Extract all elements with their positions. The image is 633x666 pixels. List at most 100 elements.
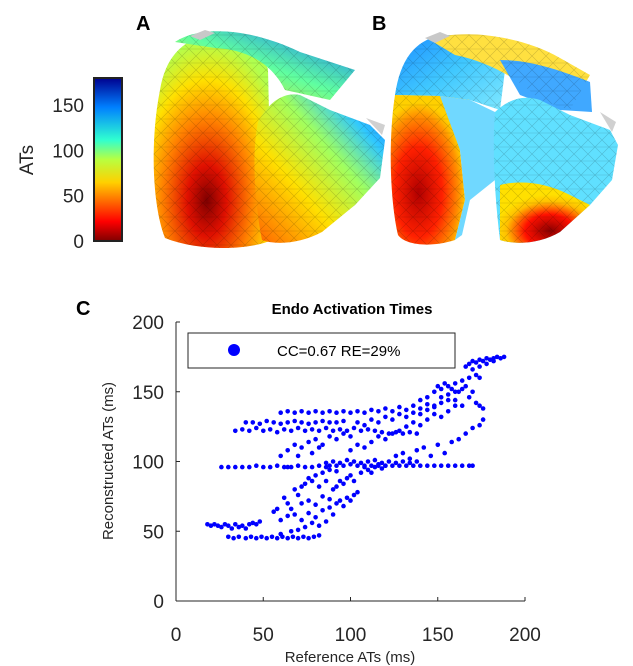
data-point [320, 418, 325, 424]
data-point [425, 402, 430, 407]
data-point [320, 470, 325, 476]
data-point [330, 487, 336, 492]
data-point [438, 386, 444, 392]
data-point [404, 424, 409, 429]
data-point [316, 428, 322, 434]
data-point [344, 495, 350, 501]
data-point [299, 420, 304, 425]
data-point [435, 383, 441, 389]
data-point [348, 462, 353, 467]
data-point [341, 481, 346, 487]
data-point [390, 409, 395, 414]
data-point [306, 421, 311, 427]
data-point [236, 534, 242, 540]
data-point [383, 414, 388, 420]
data-point [226, 534, 231, 540]
data-point [452, 389, 458, 395]
data-point [313, 420, 318, 425]
data-point [323, 425, 329, 431]
data-point [247, 428, 252, 434]
data-point [309, 520, 315, 526]
data-point [316, 463, 322, 469]
data-point [477, 364, 482, 369]
x-tick-label: 100 [335, 625, 367, 646]
data-point [404, 414, 409, 420]
data-point [240, 523, 245, 528]
data-point [470, 358, 475, 364]
data-point [344, 475, 350, 481]
data-point [386, 431, 392, 436]
data-point [313, 409, 318, 414]
data-point [334, 436, 339, 442]
data-point [334, 484, 339, 489]
data-point [281, 495, 287, 501]
data-point [337, 427, 343, 432]
data-point [313, 502, 318, 508]
data-point [316, 523, 322, 528]
colorbar-gradient [93, 77, 123, 242]
data-point [320, 508, 325, 513]
colorbar-tick-label: 50 [63, 187, 84, 208]
data-point [344, 457, 350, 463]
data-point [445, 383, 451, 389]
data-point [397, 463, 402, 469]
data-point [355, 489, 360, 495]
chart-title: Endo Activation Times [272, 301, 433, 318]
data-point [397, 428, 402, 434]
data-point [484, 361, 489, 367]
data-point [418, 406, 423, 411]
data-point [330, 459, 336, 464]
data-point [425, 395, 430, 400]
colorbar-title: ATs [17, 145, 38, 175]
data-point [309, 464, 315, 470]
data-point [278, 453, 284, 459]
data-point [470, 367, 475, 372]
panel-label-a: A [136, 13, 150, 35]
data-point [445, 463, 451, 469]
data-point [432, 411, 437, 417]
x-axis-label: Reference ATs (ms) [285, 649, 416, 666]
data-point [264, 418, 270, 424]
data-point [278, 531, 284, 537]
data-point [362, 445, 367, 450]
data-point [407, 456, 413, 462]
data-point [477, 357, 482, 363]
data-point [250, 420, 256, 425]
data-point [309, 450, 315, 456]
data-point [428, 453, 434, 459]
data-point [376, 420, 381, 425]
data-point [390, 431, 395, 436]
data-point [351, 459, 357, 464]
data-point [208, 523, 214, 528]
data-point [226, 523, 231, 528]
data-point [372, 464, 378, 470]
data-point [327, 409, 332, 414]
data-point [452, 381, 458, 386]
data-point [316, 533, 322, 538]
data-point [425, 417, 430, 422]
data-point [351, 425, 357, 431]
data-point [466, 463, 472, 469]
data-point [306, 439, 311, 445]
data-point [418, 422, 423, 428]
data-point [302, 428, 308, 434]
data-point [243, 535, 249, 541]
colorbar-tick-label: 100 [52, 141, 84, 162]
data-point [411, 420, 416, 425]
data-point [452, 463, 458, 469]
data-point [459, 403, 465, 409]
data-point [302, 524, 308, 530]
data-point [226, 464, 231, 470]
data-point [473, 360, 479, 365]
data-point [348, 498, 353, 503]
data-point [281, 464, 287, 470]
data-point [369, 463, 374, 469]
data-point [480, 406, 486, 411]
data-point [327, 505, 332, 510]
data-point [351, 478, 357, 484]
data-point [233, 428, 238, 434]
data-point [411, 463, 416, 469]
data-point [379, 466, 385, 471]
data-point [330, 428, 336, 434]
data-point [418, 411, 423, 417]
